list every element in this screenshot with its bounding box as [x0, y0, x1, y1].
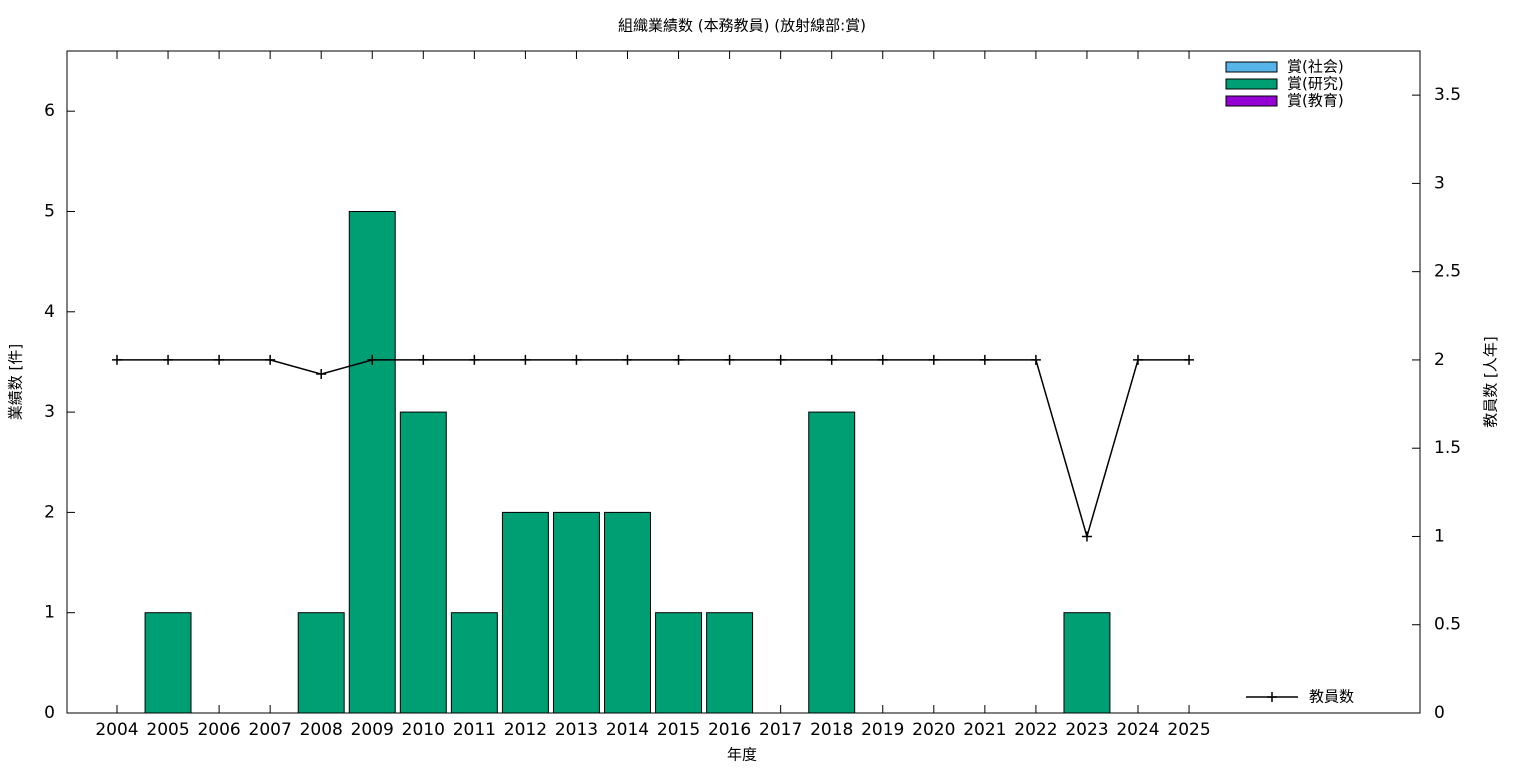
point: [520, 354, 531, 365]
y-axis-label: 業績数 [件]: [7, 344, 25, 420]
line: [117, 359, 1190, 540]
x-tick-label: 2005: [146, 720, 189, 740]
y2-tick-label: 1: [1434, 526, 1445, 546]
x-tick-label: 2007: [249, 720, 292, 740]
point: [1081, 531, 1092, 542]
point: [673, 354, 684, 365]
x-tick-label: 2009: [351, 720, 394, 740]
point: [367, 354, 378, 365]
point: [928, 354, 939, 365]
y2-tick-label: 1.5: [1434, 438, 1461, 458]
y-tick-label: 5: [44, 201, 55, 221]
legend-label: 教員数: [1309, 688, 1354, 706]
point: [571, 354, 582, 365]
point: [826, 354, 837, 365]
legend-point: [1267, 692, 1277, 702]
point: [622, 354, 633, 365]
point: [877, 354, 888, 365]
y2-tick-label: 3: [1434, 173, 1445, 193]
y2-tick-label: 0.5: [1434, 615, 1461, 635]
legend-label: 賞(研究): [1287, 75, 1344, 93]
point: [112, 354, 122, 365]
bar: [604, 511, 651, 714]
point: [1133, 354, 1143, 365]
x-tick-label: 2022: [1014, 720, 1057, 740]
point: [163, 354, 174, 365]
y2-tick-label: 2.5: [1434, 262, 1461, 282]
x-axis-label: 年度: [727, 746, 757, 764]
bar: [501, 511, 549, 714]
bar: [348, 210, 396, 714]
bar: [552, 511, 600, 714]
bar: [450, 612, 498, 714]
x-tick-label: 2018: [810, 720, 853, 740]
bar: [706, 612, 754, 714]
x-tick-label: 2010: [402, 720, 445, 740]
x-tick-label: 2020: [912, 720, 955, 740]
x-tick-label: 2024: [1116, 720, 1159, 740]
y-tick-label: 4: [44, 302, 55, 322]
y2-tick-label: 0: [1434, 703, 1445, 723]
y2-tick-label: 2: [1434, 350, 1445, 370]
y-tick-label: 0: [44, 703, 55, 723]
plot-frame: [66, 50, 1421, 714]
x-tick-label: 2023: [1065, 720, 1108, 740]
y-tick-label: 3: [44, 402, 55, 422]
x-tick-label: 2012: [504, 720, 547, 740]
y2-tick-label: 3.5: [1434, 85, 1461, 105]
legend-label: 賞(社会): [1287, 58, 1344, 76]
x-tick-label: 2015: [657, 720, 700, 740]
x-tick-label: 2011: [453, 720, 496, 740]
bar: [1063, 612, 1111, 714]
point: [724, 354, 735, 365]
x-tick-label: 2021: [963, 720, 1006, 740]
x-tick-label: 2006: [197, 720, 240, 740]
bar: [144, 612, 192, 714]
x-tick-label: 2019: [861, 720, 904, 740]
x-tick-label: 2016: [708, 720, 751, 740]
bar: [297, 612, 345, 714]
y-tick-label: 2: [44, 502, 55, 522]
x-tick-label: 2014: [606, 720, 649, 740]
bar: [655, 612, 703, 714]
legend-swatch: [1225, 95, 1278, 107]
bar: [808, 411, 856, 714]
point: [418, 354, 429, 365]
x-tick-label: 2025: [1167, 720, 1210, 740]
point: [1030, 354, 1041, 365]
y-tick-label: 1: [44, 603, 55, 623]
legend-label: 賞(教育): [1287, 92, 1344, 110]
point: [214, 354, 225, 365]
point: [265, 354, 276, 365]
y-tick-label: 6: [44, 101, 55, 121]
y2-axis-label: 教員数 [人年]: [1482, 336, 1500, 427]
chart-title: 組織業績数 (本務教員) (放射線部:賞): [618, 17, 866, 35]
x-tick-label: 2004: [95, 720, 138, 740]
point: [979, 354, 990, 365]
point: [469, 354, 480, 365]
point: [316, 369, 327, 380]
x-tick-label: 2013: [555, 720, 598, 740]
x-tick-label: 2017: [759, 720, 802, 740]
point: [775, 354, 786, 365]
bar: [399, 411, 447, 714]
x-tick-label: 2008: [300, 720, 343, 740]
legend-swatch: [1225, 61, 1278, 73]
legend-swatch: [1225, 78, 1278, 90]
point: [1184, 354, 1195, 365]
